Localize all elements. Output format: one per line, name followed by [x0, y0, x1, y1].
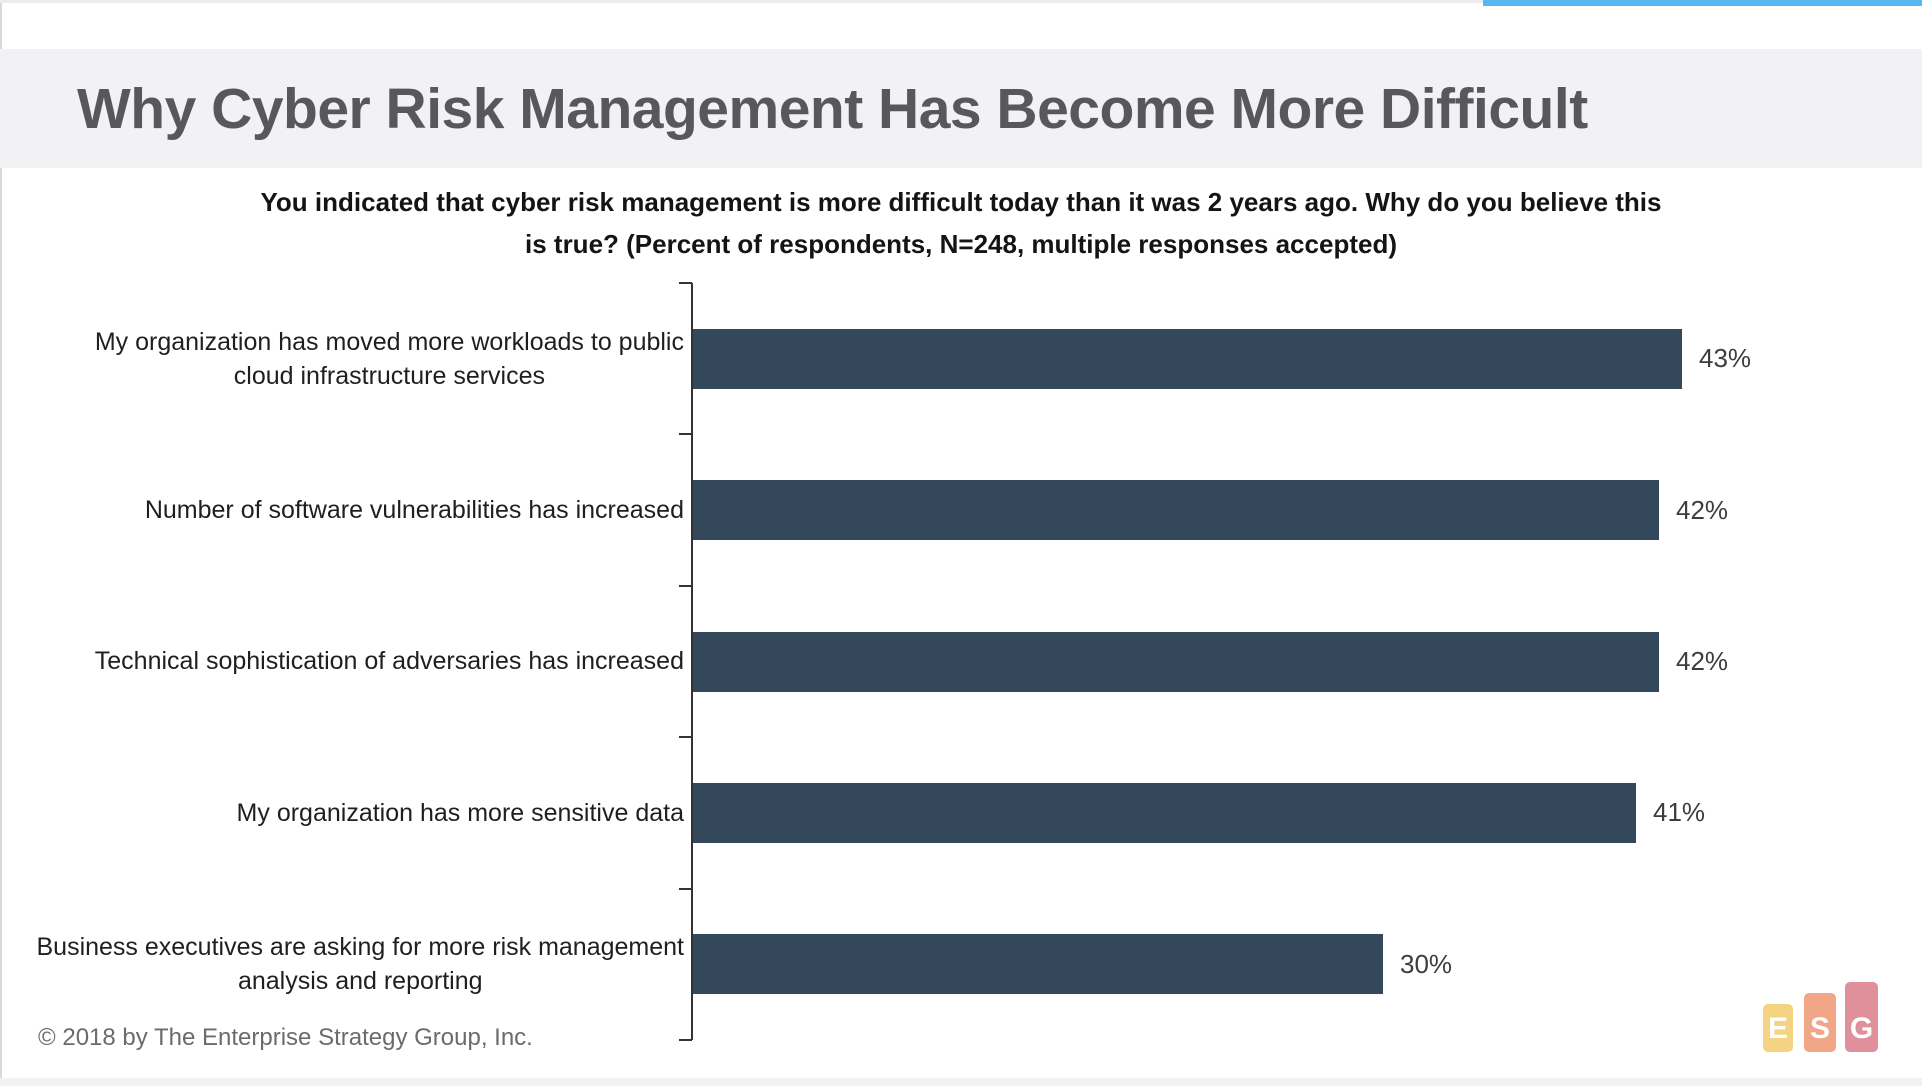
- chart-subtitle: You indicated that cyber risk management…: [0, 181, 1922, 265]
- category-label: Technical sophistication of adversaries …: [94, 647, 684, 676]
- category-label: My organization has moved more workloads…: [94, 327, 684, 390]
- logo-letter-g: G: [1849, 1012, 1874, 1045]
- slide-left-border: [0, 0, 2, 1086]
- logo-block-g: G: [1845, 982, 1878, 1052]
- axis-tick: [679, 887, 692, 890]
- logo-letter-s: S: [1809, 1012, 1830, 1045]
- value-label: 42%: [1676, 646, 1729, 676]
- bar: [693, 480, 1659, 541]
- logo-block-s: S: [1804, 993, 1836, 1052]
- axis-tick: [679, 736, 692, 739]
- axis-tick: [679, 1039, 692, 1041]
- axis-tick: [679, 584, 692, 587]
- bottom-border-strip: [0, 1078, 1922, 1086]
- bar: [693, 631, 1659, 692]
- title-band: Why Cyber Risk Management Has Become Mor…: [0, 49, 1922, 168]
- value-label: 43%: [1699, 343, 1752, 374]
- page-title: Why Cyber Risk Management Has Become Mor…: [77, 76, 1588, 141]
- value-label: 42%: [1676, 494, 1729, 525]
- bar: [693, 934, 1383, 995]
- esg-logo: E S G: [1755, 975, 1895, 1060]
- category-label: Business executives are asking for more …: [36, 933, 684, 996]
- category-label: Number of software vulnerabilities has i…: [144, 496, 684, 525]
- chart-subtitle-line-2: is true? (Percent of respondents, N=248,…: [525, 229, 1397, 259]
- category-label: My organization has more sensitive data: [236, 798, 684, 827]
- chart-subtitle-line-1: You indicated that cyber risk management…: [260, 187, 1662, 217]
- value-label: 30%: [1400, 948, 1453, 979]
- top-accent-bar: [1483, 0, 1922, 6]
- axis-tick: [679, 282, 692, 284]
- logo-block-e: E: [1763, 1004, 1793, 1052]
- value-label: 41%: [1653, 797, 1706, 828]
- copyright-text: © 2018 by The Enterprise Strategy Group,…: [38, 1024, 533, 1051]
- logo-letter-e: E: [1767, 1012, 1788, 1045]
- bar: [693, 328, 1682, 389]
- y-axis-line: [691, 283, 693, 1040]
- top-border-strip: [0, 0, 1922, 3]
- bar: [693, 782, 1636, 843]
- axis-tick: [679, 433, 692, 436]
